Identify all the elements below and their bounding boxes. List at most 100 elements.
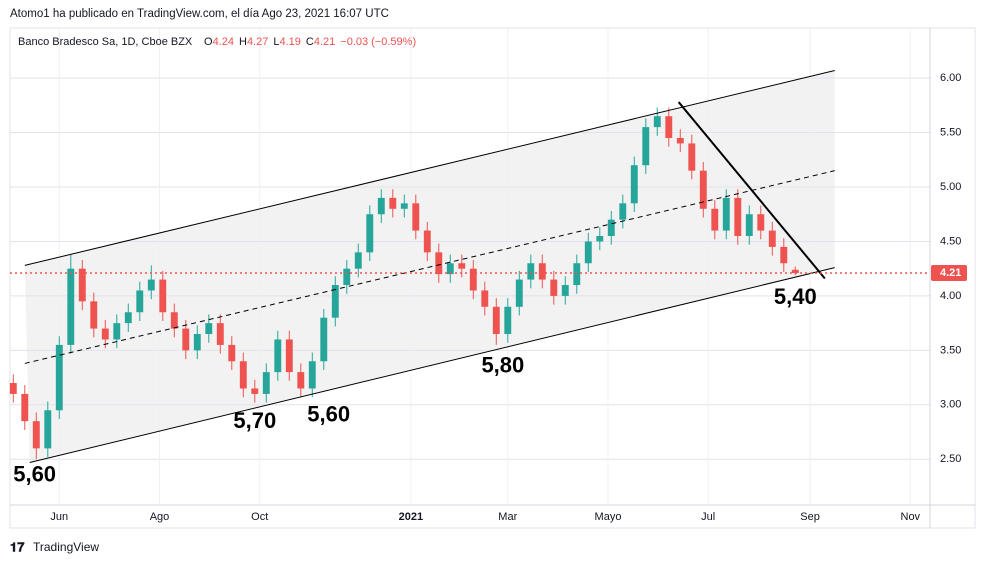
logo: 𝟏𝟕 TradingView	[10, 539, 99, 554]
branding: TradingView	[33, 540, 99, 554]
y-tick-label: 3.00	[940, 399, 961, 411]
trend-line	[29, 267, 835, 464]
candle-body	[573, 263, 581, 286]
candle-body	[607, 219, 615, 237]
trend-line	[677, 101, 826, 280]
ohlc-value: 4.21	[314, 36, 335, 48]
x-tick-label: Ago	[150, 511, 170, 523]
candle-body	[90, 301, 98, 329]
x-tick-label: 2021	[399, 511, 423, 523]
candle-body	[642, 127, 650, 166]
candle-body	[550, 279, 558, 296]
x-tick-label: Sep	[800, 511, 820, 523]
ohlc-letter: L	[273, 36, 279, 48]
candle-body	[101, 328, 109, 340]
x-tick-label: Jun	[50, 511, 68, 523]
candle-body	[504, 306, 512, 335]
candle-body	[32, 421, 40, 449]
candle-body	[515, 279, 523, 307]
candle-body	[619, 203, 627, 220]
candle-body	[400, 203, 408, 209]
y-tick-label: 2.50	[940, 453, 961, 465]
candle-body	[193, 334, 201, 351]
candle-body	[745, 214, 753, 237]
candle-body	[653, 116, 661, 128]
candle-body	[44, 410, 52, 449]
y-tick-label: 3.50	[940, 344, 961, 356]
candle-body	[366, 214, 374, 253]
y-tick-label: 5.50	[940, 126, 961, 138]
y-tick-label: 6.00	[940, 72, 961, 84]
candle-body	[320, 317, 328, 362]
chart-frame	[9, 27, 976, 529]
annotation: 5,70	[233, 408, 276, 433]
candle-body	[67, 268, 75, 345]
candle-body	[699, 170, 707, 209]
candle-body	[722, 197, 730, 231]
candle-body	[21, 393, 29, 422]
candle-body	[55, 344, 63, 411]
candle-body	[481, 290, 489, 307]
x-tick-label: Nov	[901, 511, 921, 523]
candle-body	[458, 263, 466, 269]
last-price-label: 4.21	[940, 267, 961, 279]
candle-body	[561, 285, 569, 296]
candle-body	[596, 236, 604, 242]
ohlc-value: 4.24	[213, 36, 234, 48]
candle-body	[170, 312, 178, 329]
candle-body	[159, 279, 167, 313]
x-tick-label: Jul	[701, 511, 715, 523]
ohlc-letter: H	[239, 36, 247, 48]
candle-body	[389, 197, 397, 209]
candle-body	[136, 290, 144, 313]
candle-body	[780, 246, 788, 264]
candle-body	[423, 230, 431, 253]
channel-fill	[24, 70, 835, 463]
candle-body	[343, 268, 351, 286]
candle-body	[251, 388, 259, 394]
logo-mark: 𝟏𝟕	[10, 539, 25, 554]
candle-body	[435, 252, 443, 275]
candle-body	[711, 208, 719, 231]
x-tick-label: Mar	[498, 511, 517, 523]
trend-line	[24, 170, 835, 364]
candle-body	[308, 361, 316, 389]
y-tick-label: 5.00	[940, 181, 961, 193]
candle-body	[469, 268, 477, 291]
candle-body	[147, 279, 155, 291]
x-tick-label: Mayo	[595, 511, 622, 523]
ohlc-letter: O	[204, 36, 213, 48]
candle-body	[412, 203, 420, 231]
candle-body	[262, 372, 270, 394]
candle-body	[734, 197, 742, 237]
symbol: Banco Bradesco Sa, 1D, Cboe BZX	[18, 36, 193, 48]
ohlc-value: 4.19	[279, 36, 300, 48]
annotation: 5,60	[307, 402, 350, 427]
candle-body	[377, 197, 385, 215]
candle-body	[216, 323, 224, 345]
ohlc-header: O4.24 H4.27 L4.19 C4.21 −0.03 (−0.59%)	[204, 36, 416, 48]
candle-body	[228, 344, 236, 362]
y-tick-label: 4.00	[940, 290, 961, 302]
y-tick-label: 4.50	[940, 235, 961, 247]
candle-body	[688, 143, 696, 171]
last-price-box	[931, 265, 967, 282]
candle-body	[331, 285, 339, 318]
candle-body	[297, 372, 305, 389]
candle-body	[285, 339, 293, 373]
candle-body	[665, 116, 673, 138]
candle-body	[768, 230, 776, 247]
ohlc-letter: C	[306, 36, 314, 48]
candle-body	[791, 269, 799, 274]
annotation: 5,80	[481, 353, 524, 378]
candle-body	[630, 165, 638, 204]
candle-body	[527, 263, 535, 280]
candle-body	[9, 383, 17, 394]
trend-line	[24, 69, 835, 266]
candle-body	[676, 137, 684, 144]
annotation: 5,40	[774, 284, 817, 309]
candle-body	[182, 328, 190, 351]
candle-body	[274, 339, 282, 373]
ohlc-value: 4.27	[247, 36, 268, 48]
candle-body	[757, 214, 765, 231]
